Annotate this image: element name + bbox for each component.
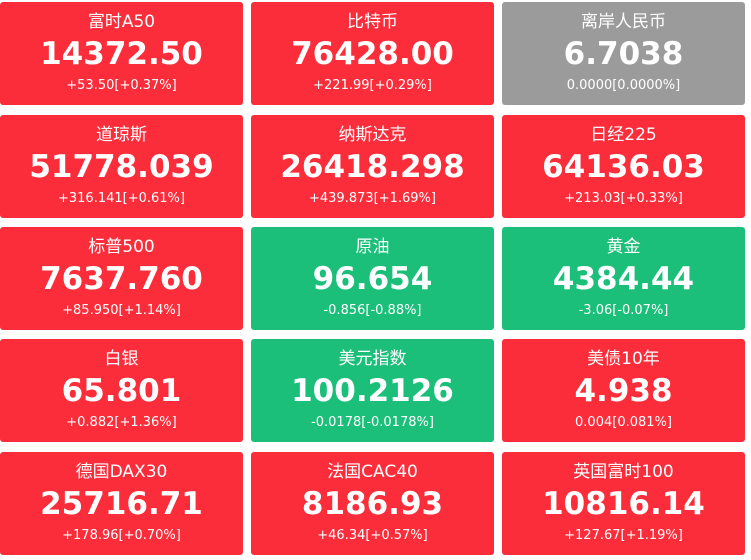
quote-change: -0.856[-0.88%]	[323, 303, 422, 318]
quote-name: 原油	[355, 237, 390, 257]
quote-name: 道琼斯	[96, 125, 147, 145]
quote-tile-sp500[interactable]: 标普500 7637.760 +85.950[+1.14%]	[0, 227, 243, 330]
quote-change: -0.0178[-0.0178%]	[311, 415, 434, 430]
quote-name: 法国CAC40	[327, 462, 418, 482]
quote-price: 7637.760	[40, 261, 203, 297]
quote-tile-ftse-a50[interactable]: 富时A50 14372.50 +53.50[+0.37%]	[0, 2, 243, 105]
quote-tile-bitcoin[interactable]: 比特币 76428.00 +221.99[+0.29%]	[251, 2, 494, 105]
quote-name: 白银	[104, 349, 139, 369]
quote-price: 8186.93	[301, 486, 444, 522]
quote-change: +46.34[+0.57%]	[317, 528, 428, 543]
quote-name: 标普500	[88, 237, 155, 257]
quote-name: 美债10年	[587, 349, 660, 369]
quote-tile-cac40[interactable]: 法国CAC40 8186.93 +46.34[+0.57%]	[251, 452, 494, 555]
quote-price: 25716.71	[40, 486, 203, 522]
quote-price: 6.7038	[563, 36, 684, 72]
quote-change: +316.141[+0.61%]	[58, 191, 185, 206]
quote-price: 76428.00	[291, 36, 454, 72]
quote-price: 65.801	[61, 373, 182, 409]
quote-change: +85.950[+1.14%]	[62, 303, 181, 318]
quote-price: 96.654	[312, 261, 433, 297]
quote-change: +178.96[+0.70%]	[62, 528, 181, 543]
quote-name: 黄金	[606, 237, 641, 257]
quote-change: +127.67[+1.19%]	[564, 528, 683, 543]
quote-change: +221.99[+0.29%]	[313, 78, 432, 93]
quote-change: 0.004[0.081%]	[575, 415, 672, 430]
quote-name: 比特币	[347, 12, 398, 32]
quote-change: +439.873[+1.69%]	[309, 191, 436, 206]
quote-name: 德国DAX30	[75, 462, 168, 482]
quote-tile-gold[interactable]: 黄金 4384.44 -3.06[-0.07%]	[502, 227, 745, 330]
quote-change: +0.882[+1.36%]	[66, 415, 177, 430]
quote-price: 10816.14	[542, 486, 705, 522]
quote-name: 富时A50	[87, 12, 156, 32]
quote-change: +53.50[+0.37%]	[66, 78, 177, 93]
quote-name: 纳斯达克	[338, 125, 407, 145]
quote-tile-nikkei-225[interactable]: 日经225 64136.03 +213.03[+0.33%]	[502, 115, 745, 218]
quote-name: 美元指数	[338, 349, 407, 369]
quote-name: 离岸人民币	[581, 12, 666, 32]
quote-price: 51778.039	[29, 149, 214, 185]
quote-tile-silver[interactable]: 白银 65.801 +0.882[+1.36%]	[0, 339, 243, 442]
quote-tile-dollar-index[interactable]: 美元指数 100.2126 -0.0178[-0.0178%]	[251, 339, 494, 442]
quote-tile-crude-oil[interactable]: 原油 96.654 -0.856[-0.88%]	[251, 227, 494, 330]
quote-price: 4.938	[574, 373, 673, 409]
quote-tile-ftse-100[interactable]: 英国富时100 10816.14 +127.67[+1.19%]	[502, 452, 745, 555]
quote-name: 英国富时100	[573, 462, 674, 482]
quote-name: 日经225	[590, 125, 657, 145]
quote-change: 0.0000[0.0000%]	[566, 78, 681, 93]
quote-change: +213.03[+0.33%]	[564, 191, 683, 206]
quote-tile-dow-jones[interactable]: 道琼斯 51778.039 +316.141[+0.61%]	[0, 115, 243, 218]
quote-tile-us-10y-treasury[interactable]: 美债10年 4.938 0.004[0.081%]	[502, 339, 745, 442]
quote-tile-nasdaq[interactable]: 纳斯达克 26418.298 +439.873[+1.69%]	[251, 115, 494, 218]
quote-tile-offshore-cny[interactable]: 离岸人民币 6.7038 0.0000[0.0000%]	[502, 2, 745, 105]
quote-tile-dax30[interactable]: 德国DAX30 25716.71 +178.96[+0.70%]	[0, 452, 243, 555]
quote-price: 4384.44	[552, 261, 695, 297]
quote-price: 100.2126	[291, 373, 454, 409]
quote-price: 14372.50	[40, 36, 203, 72]
quote-price: 26418.298	[280, 149, 465, 185]
quote-change: -3.06[-0.07%]	[578, 303, 669, 318]
quote-price: 64136.03	[542, 149, 705, 185]
